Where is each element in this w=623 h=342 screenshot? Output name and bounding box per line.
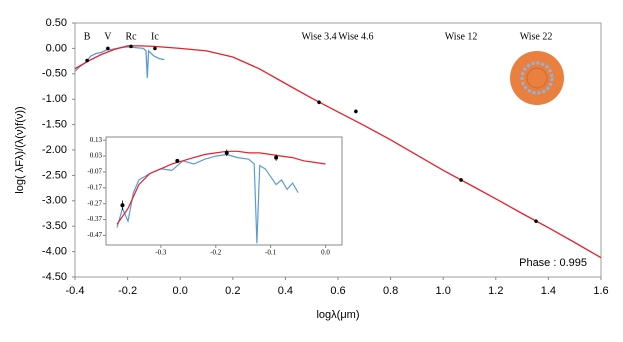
y-tick-label: 0.50 bbox=[46, 17, 67, 29]
y-tick-label: -3.50 bbox=[42, 220, 67, 232]
data-point bbox=[129, 44, 133, 49]
x-tick-label: -0.2 bbox=[118, 285, 137, 297]
x-axis-label: logλ(μm) bbox=[316, 309, 359, 321]
y-tick-label: 0.13 bbox=[90, 136, 103, 144]
data-point bbox=[120, 203, 125, 208]
y-tick-label: -4.00 bbox=[42, 246, 67, 258]
band-label: V bbox=[104, 31, 112, 42]
x-tick-label: 0.0 bbox=[321, 249, 330, 257]
y-tick-label: 0.00 bbox=[46, 42, 67, 54]
x-tick-label: 1.2 bbox=[488, 285, 503, 297]
spectrum-line bbox=[116, 150, 326, 225]
x-tick-label: 0.0 bbox=[173, 285, 188, 297]
data-point bbox=[153, 46, 157, 51]
band-label: Wise 12 bbox=[445, 31, 478, 42]
data-point bbox=[85, 58, 89, 63]
band-label: Wise 4.6 bbox=[338, 31, 373, 42]
band-label: Wise 3.4 bbox=[301, 31, 336, 42]
y-tick-label: -3.00 bbox=[42, 195, 67, 207]
y-tick-label: -1.00 bbox=[42, 93, 67, 105]
y-tick-label: -4.50 bbox=[42, 271, 67, 283]
x-tick-label: 1.4 bbox=[541, 285, 556, 297]
band-label: Ic bbox=[151, 31, 159, 42]
y-tick-label: -0.27 bbox=[87, 199, 102, 207]
band-label: Wise 22 bbox=[520, 31, 553, 42]
star-icon-ring bbox=[520, 61, 554, 95]
y-tick-label: 0.03 bbox=[90, 152, 103, 160]
star-icon-core bbox=[526, 67, 548, 89]
x-tick-label: -0.4 bbox=[66, 285, 85, 297]
y-tick-label: -1.50 bbox=[42, 119, 67, 131]
x-tick-label: -0.3 bbox=[155, 249, 167, 257]
x-tick-label: 1.0 bbox=[436, 285, 451, 297]
y-tick-label: -2.50 bbox=[42, 169, 67, 181]
y-tick-label: -2.00 bbox=[42, 144, 67, 156]
x-tick-label: 0.2 bbox=[225, 285, 240, 297]
y-tick-label: -0.50 bbox=[42, 68, 67, 80]
phase-annotation: Phase : 0.995 bbox=[519, 257, 587, 269]
data-point bbox=[224, 150, 229, 155]
data-point bbox=[354, 109, 358, 114]
band-label: B bbox=[84, 31, 91, 42]
x-tick-label: -0.1 bbox=[265, 249, 277, 257]
data-point bbox=[106, 46, 110, 51]
data-point bbox=[274, 155, 279, 160]
x-tick-label: -0.2 bbox=[210, 249, 222, 257]
data-point bbox=[534, 219, 538, 223]
inset: -0.3 -0.2 -0.1 0.0 0.13 0.03 -0.07 -0.17 -0.27 -0… bbox=[87, 136, 343, 257]
x-tick-label: 0.4 bbox=[278, 285, 293, 297]
y-tick-label: -0.07 bbox=[87, 168, 102, 176]
y-axis-label: log( λFλ)/(λ(ν)f(ν)) bbox=[14, 106, 26, 193]
data-point bbox=[317, 100, 321, 105]
x-tick-label: 0.8 bbox=[383, 285, 398, 297]
y-tick-label: -0.37 bbox=[87, 215, 102, 223]
y-tick-label: -0.17 bbox=[87, 183, 102, 191]
data-point bbox=[459, 178, 463, 182]
y-tick-label: -0.47 bbox=[87, 231, 102, 239]
x-tick-label: 1.6 bbox=[593, 285, 608, 297]
data-point bbox=[175, 158, 180, 163]
spectrum-line bbox=[74, 45, 602, 259]
plot-frame bbox=[105, 136, 343, 246]
x-tick-label: 0.6 bbox=[330, 285, 345, 297]
band-label: Rc bbox=[125, 31, 137, 42]
